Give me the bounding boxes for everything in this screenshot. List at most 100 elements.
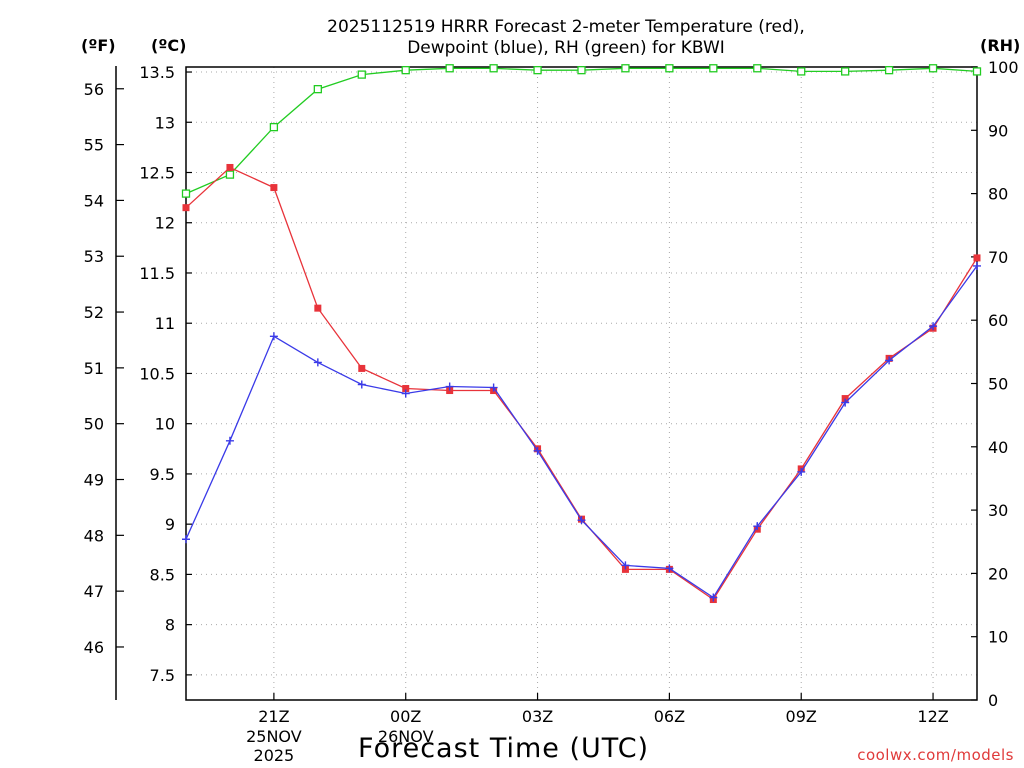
- rh-tick-label: 20: [988, 564, 1008, 583]
- series-temperature: [182, 163, 981, 604]
- celsius-tick-label: 11.5: [139, 264, 175, 283]
- rh-point: [313, 85, 322, 94]
- temperature-point: [226, 163, 234, 171]
- fahrenheit-tick-label: 54: [84, 191, 104, 210]
- x-tick-label: 00Z: [390, 707, 421, 726]
- rh-tick-label: 60: [988, 311, 1008, 330]
- celsius-tick-label: 9: [165, 515, 175, 534]
- rh-point: [884, 66, 894, 75]
- rh-point: [577, 66, 586, 75]
- dewpoint-point: [357, 380, 366, 389]
- fahrenheit-tick-label: 50: [84, 415, 104, 434]
- rh-tick-label: 70: [988, 248, 1008, 267]
- dewpoint-point: [445, 382, 454, 391]
- dewpoint-point: [709, 593, 718, 602]
- x-tick-sublabel: 26NOV: [378, 727, 434, 746]
- rh-tick-label: 100: [988, 58, 1019, 77]
- dewpoint-point: [225, 436, 234, 445]
- series-dewpoint: [182, 261, 981, 602]
- rh-point: [928, 64, 938, 73]
- rh-point: [753, 64, 762, 73]
- x-tick-label: 12Z: [917, 707, 948, 726]
- series-rh: [181, 64, 982, 198]
- fahrenheit-unit-label: (ºF): [81, 36, 116, 55]
- grid-lines: [186, 67, 977, 700]
- temperature-point: [841, 395, 849, 403]
- dewpoint-point: [489, 383, 498, 392]
- x-tick-label: 06Z: [654, 707, 685, 726]
- fahrenheit-tick-label: 56: [84, 80, 104, 99]
- dewpoint-point: [797, 467, 806, 476]
- rh-point: [401, 66, 410, 75]
- credit-link[interactable]: coolwx.com/models: [857, 746, 1014, 764]
- celsius-tick-label: 12.5: [139, 164, 175, 183]
- dewpoint-point: [841, 398, 850, 407]
- dewpoint-point: [973, 261, 981, 270]
- rh-point: [357, 70, 366, 79]
- x-tick-label: 21Z: [258, 707, 289, 726]
- temperature-line: [185, 166, 978, 601]
- rh-point: [489, 64, 498, 73]
- rh-point: [181, 189, 191, 198]
- rh-tick-label: 80: [988, 185, 1008, 204]
- temperature-point: [314, 304, 322, 312]
- celsius-tick-label: 8: [165, 616, 175, 635]
- dewpoint-point: [885, 356, 894, 365]
- rh-point: [972, 67, 982, 76]
- dewpoint-point: [753, 522, 762, 531]
- rh-tick-label: 0: [988, 691, 998, 710]
- celsius-tick-label: 7.5: [150, 666, 175, 685]
- x-tick-label: 09Z: [786, 707, 817, 726]
- fahrenheit-tick-label: 47: [84, 582, 104, 601]
- x-tick-sublabel: 2025: [254, 746, 295, 765]
- celsius-tick-label: 12: [155, 214, 175, 233]
- temperature-point: [358, 364, 366, 372]
- temperature-point: [621, 565, 629, 573]
- dewpoint-point: [401, 389, 410, 398]
- rh-line: [185, 67, 978, 195]
- dewpoint-point: [621, 561, 630, 570]
- dewpoint-point: [577, 516, 586, 525]
- x-tick-sublabel: 25NOV: [246, 727, 302, 746]
- temperature-point: [182, 204, 190, 212]
- dewpoint-point: [269, 332, 278, 341]
- fahrenheit-tick-label: 52: [84, 303, 104, 322]
- rh-point: [841, 67, 850, 76]
- rh-tick-label: 10: [988, 628, 1008, 647]
- dewpoint-point: [665, 564, 674, 573]
- celsius-unit-label: (ºC): [151, 36, 187, 55]
- fahrenheit-tick-label: 49: [84, 471, 104, 490]
- temperature-point: [446, 387, 454, 395]
- celsius-tick-label: 13.5: [139, 63, 175, 82]
- dewpoint-point: [533, 446, 542, 455]
- celsius-tick-label: 10: [155, 415, 175, 434]
- x-tick-label: 03Z: [522, 707, 553, 726]
- rh-point: [533, 66, 542, 75]
- fahrenheit-tick-label: 46: [84, 638, 104, 657]
- dewpoint-point: [182, 535, 190, 544]
- fahrenheit-tick-label: 55: [84, 136, 104, 155]
- x-axis-title: Forecast Time (UTC): [358, 733, 650, 764]
- chart-title-line-2: Dewpoint (blue), RH (green) for KBWI: [407, 38, 725, 58]
- dewpoint-line: [185, 265, 978, 599]
- rh-unit-label: (RH): [980, 36, 1021, 55]
- temperature-point: [270, 184, 278, 192]
- temperature-point: [973, 254, 981, 262]
- rh-point: [225, 170, 235, 179]
- celsius-tick-label: 8.5: [150, 565, 175, 584]
- plot-frame: [185, 66, 978, 701]
- rh-tick-label: 90: [988, 121, 1008, 140]
- rh-point: [269, 122, 279, 132]
- temperature-point: [402, 385, 410, 393]
- fahrenheit-tick-label: 48: [84, 526, 104, 545]
- rh-tick-label: 40: [988, 438, 1008, 457]
- chart-title-line-1: 2025112519 HRRR Forecast 2-meter Tempera…: [327, 17, 805, 37]
- rh-tick-label: 30: [988, 501, 1008, 520]
- rh-point: [665, 64, 674, 73]
- fahrenheit-tick-label: 53: [84, 247, 104, 266]
- celsius-tick-label: 13: [155, 113, 175, 132]
- celsius-tick-label: 10.5: [139, 364, 175, 383]
- rh-point: [445, 64, 454, 73]
- dewpoint-point: [929, 322, 938, 331]
